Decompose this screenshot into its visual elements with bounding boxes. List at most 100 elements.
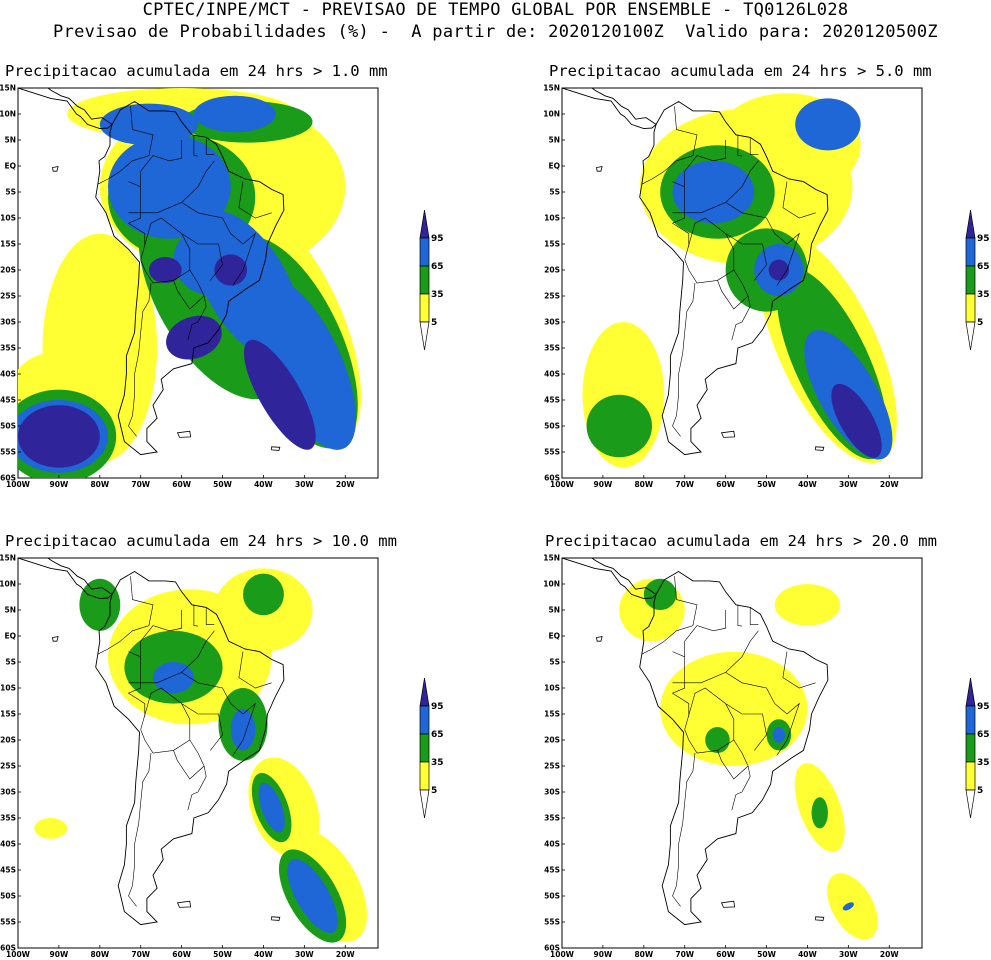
colorbar-segment-65 — [419, 705, 430, 735]
lat-tick-label: 10S — [0, 684, 16, 693]
lat-tick-label: EQ — [549, 162, 561, 171]
colorbar-label: 5 — [431, 786, 437, 796]
lat-tick-label: 40S — [0, 370, 16, 379]
country-border — [120, 576, 154, 642]
lon-tick-label: 50W — [213, 950, 232, 959]
country-border — [641, 170, 665, 185]
rain-prob-area-p95 — [214, 254, 248, 286]
country-border — [181, 703, 223, 751]
country-border — [127, 181, 146, 247]
lat-tick-label: 30S — [0, 788, 16, 797]
lat-tick-label: 5N — [5, 606, 17, 615]
country-border — [238, 181, 272, 219]
colorbar-segment-95 — [419, 209, 430, 239]
lat-tick-label: 15N — [0, 554, 16, 563]
galapagos-islands — [51, 635, 59, 642]
central-america-coastline — [18, 88, 113, 130]
colorbar-label: 65 — [977, 730, 990, 740]
lat-tick-label: 40S — [0, 840, 16, 849]
lon-tick-label: 60W — [716, 480, 735, 489]
lon-tick-label: 50W — [213, 480, 232, 489]
country-border — [672, 160, 759, 214]
lat-tick-label: 15S — [0, 710, 16, 719]
rain-prob-area-p65 — [795, 98, 861, 151]
country-border — [717, 739, 749, 780]
colorbar-label: 35 — [977, 758, 990, 768]
rain-prob-area-p65 — [153, 662, 194, 694]
lon-tick-label: 40W — [254, 480, 273, 489]
panel-4-title: Precipitacao acumulada em 24 hrs > 20.0 … — [545, 532, 937, 550]
lat-tick-label: 30S — [544, 318, 560, 327]
colorbar-segment-35 — [965, 265, 976, 295]
colorbar-segment-65 — [965, 237, 976, 267]
rain-prob-area-p35 — [811, 797, 828, 829]
lat-tick-label: 10N — [543, 110, 560, 119]
lat-tick-label: 55S — [544, 448, 560, 457]
country-border — [193, 604, 199, 627]
lon-tick-label: 20W — [336, 480, 355, 489]
country-border — [187, 765, 207, 811]
lon-tick-label: 90W — [594, 950, 613, 959]
colorbar-label: 95 — [431, 702, 444, 712]
lon-tick-label: 90W — [50, 950, 69, 959]
rain-prob-area-p35 — [79, 578, 121, 631]
lon-tick-label: 100W — [6, 480, 31, 489]
country-border — [97, 640, 121, 655]
lat-tick-label: 45S — [544, 396, 560, 405]
lon-tick-label: 100W — [550, 950, 575, 959]
lat-tick-label: 30S — [544, 788, 560, 797]
rain-prob-area-p95 — [768, 259, 790, 281]
country-border — [737, 134, 743, 157]
country-border — [205, 607, 215, 625]
header-subtitle: Previsao de Probabilidades (%) - A parti… — [53, 22, 938, 42]
lat-tick-label: 55S — [544, 918, 560, 927]
country-border — [782, 651, 816, 689]
country-border — [181, 233, 223, 281]
colorbar-segment-95 — [965, 677, 976, 707]
lon-tick-label: 80W — [90, 480, 109, 489]
lat-tick-label: 20S — [544, 266, 560, 275]
galapagos-islands — [595, 165, 603, 172]
colorbar-segment-below-5 — [419, 321, 430, 351]
lon-tick-label: 20W — [336, 950, 355, 959]
south-america-coastline — [639, 570, 829, 926]
colorbar-legend-3: 95 65 35 5 — [419, 677, 444, 819]
probability-map-20mm: 15N 10N 5N EQ 5S 10S 15S 20S 25S 30S 35S 40S 45S 50S 5… — [543, 554, 923, 959]
lon-tick-label: 90W — [50, 480, 69, 489]
lat-tick-label: 5N — [5, 136, 17, 145]
colorbar-segment-65 — [965, 705, 976, 735]
colorbar-label: 65 — [977, 262, 990, 272]
rain-prob-area-p35 — [586, 394, 652, 458]
lat-tick-label: 10S — [0, 214, 16, 223]
lat-tick-label: 50S — [544, 422, 560, 431]
lat-tick-label: 60S — [0, 474, 16, 483]
falkland-islands — [176, 900, 192, 908]
country-border — [140, 610, 182, 657]
colorbar-segment-95 — [419, 677, 430, 707]
lat-tick-label: 55S — [0, 918, 16, 927]
country-border — [749, 607, 759, 625]
rain-prob-area-p35 — [705, 727, 730, 753]
lat-tick-label: EQ — [5, 632, 17, 641]
lat-tick-label: 10S — [544, 214, 560, 223]
lon-tick-label: 40W — [254, 950, 273, 959]
lat-tick-label: EQ — [549, 632, 561, 641]
country-border — [140, 687, 191, 754]
colorbar-label: 65 — [431, 262, 444, 272]
country-border — [97, 170, 121, 185]
lon-tick-label: 60W — [172, 480, 191, 489]
colorbar-segment-5 — [419, 761, 430, 791]
colorbar-segment-below-5 — [419, 789, 430, 819]
lat-tick-label: 25S — [0, 292, 16, 301]
panel-3-title: Precipitacao acumulada em 24 hrs > 10.0 … — [5, 532, 397, 550]
rain-prob-area-p95 — [18, 405, 100, 468]
lon-tick-label: 80W — [634, 480, 653, 489]
colorbar-segment-5 — [965, 761, 976, 791]
lon-tick-label: 70W — [131, 950, 150, 959]
lat-tick-label: 15S — [0, 240, 16, 249]
country-border — [749, 137, 759, 155]
country-border — [684, 687, 735, 754]
lon-tick-label: 70W — [675, 950, 694, 959]
country-border — [672, 282, 696, 437]
lat-tick-label: 5S — [5, 658, 16, 667]
